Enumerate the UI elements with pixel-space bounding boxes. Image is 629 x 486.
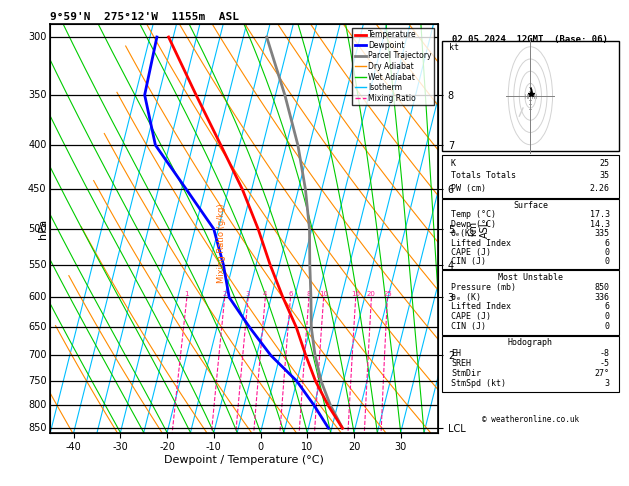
Text: StmSpd (kt): StmSpd (kt)	[451, 379, 506, 388]
Text: Dewp (°C): Dewp (°C)	[451, 220, 496, 229]
Text: 25: 25	[383, 291, 392, 297]
Text: Lifted Index: Lifted Index	[451, 302, 511, 312]
Text: EH: EH	[451, 348, 461, 358]
Text: 0: 0	[605, 248, 610, 257]
Text: K: K	[451, 159, 456, 168]
Text: 02.05.2024  12GMT  (Base: 06): 02.05.2024 12GMT (Base: 06)	[452, 35, 608, 44]
Y-axis label: hPa: hPa	[38, 218, 48, 239]
Text: 27°: 27°	[595, 369, 610, 378]
Text: CAPE (J): CAPE (J)	[451, 248, 491, 257]
Text: 0: 0	[605, 312, 610, 321]
Text: 500: 500	[28, 224, 47, 234]
Text: CIN (J): CIN (J)	[451, 322, 486, 331]
Text: CIN (J): CIN (J)	[451, 257, 486, 266]
Text: -8: -8	[600, 348, 610, 358]
Text: 17.3: 17.3	[590, 210, 610, 220]
Text: 300: 300	[28, 32, 47, 42]
Text: PW (cm): PW (cm)	[451, 184, 486, 192]
Text: 700: 700	[28, 350, 47, 360]
FancyBboxPatch shape	[442, 155, 619, 198]
Text: 35: 35	[600, 171, 610, 180]
Text: 0: 0	[605, 257, 610, 266]
Text: kt: kt	[449, 43, 459, 52]
Text: θₑ(K): θₑ(K)	[451, 229, 476, 238]
Text: 850: 850	[595, 283, 610, 292]
X-axis label: Dewpoint / Temperature (°C): Dewpoint / Temperature (°C)	[164, 455, 324, 465]
Text: 6: 6	[605, 302, 610, 312]
Text: 0: 0	[605, 322, 610, 331]
Text: Lifted Index: Lifted Index	[451, 239, 511, 247]
Text: Temp (°C): Temp (°C)	[451, 210, 496, 220]
Text: 800: 800	[28, 400, 47, 410]
FancyBboxPatch shape	[442, 199, 619, 269]
Text: θₑ (K): θₑ (K)	[451, 293, 481, 302]
Legend: Temperature, Dewpoint, Parcel Trajectory, Dry Adiabat, Wet Adiabat, Isotherm, Mi: Temperature, Dewpoint, Parcel Trajectory…	[352, 28, 434, 105]
Text: © weatheronline.co.uk: © weatheronline.co.uk	[482, 416, 579, 424]
Text: 450: 450	[28, 184, 47, 194]
Text: 600: 600	[28, 293, 47, 302]
Text: Mixing Ratio (g/kg): Mixing Ratio (g/kg)	[217, 203, 226, 283]
Text: 550: 550	[28, 260, 47, 270]
Y-axis label: km
ASL: km ASL	[469, 219, 490, 238]
Text: Pressure (mb): Pressure (mb)	[451, 283, 516, 292]
FancyBboxPatch shape	[442, 41, 619, 151]
Text: -5: -5	[600, 359, 610, 368]
Text: 6: 6	[605, 239, 610, 247]
Text: 2: 2	[223, 291, 227, 297]
Text: 350: 350	[28, 90, 47, 100]
Text: 400: 400	[28, 140, 47, 150]
Text: CAPE (J): CAPE (J)	[451, 312, 491, 321]
Text: SREH: SREH	[451, 359, 471, 368]
Text: StmDir: StmDir	[451, 369, 481, 378]
Text: 650: 650	[28, 322, 47, 332]
Text: 1: 1	[185, 291, 189, 297]
Text: 10: 10	[319, 291, 328, 297]
Text: Surface: Surface	[513, 201, 548, 210]
Text: 4: 4	[263, 291, 267, 297]
Text: 750: 750	[28, 376, 47, 386]
Text: 3: 3	[605, 379, 610, 388]
Text: 335: 335	[595, 229, 610, 238]
Text: 3: 3	[246, 291, 250, 297]
Text: 2.26: 2.26	[590, 184, 610, 192]
Text: 9°59'N  275°12'W  1155m  ASL: 9°59'N 275°12'W 1155m ASL	[50, 12, 239, 22]
Text: 850: 850	[28, 423, 47, 433]
Text: Totals Totals: Totals Totals	[451, 171, 516, 180]
Text: 20: 20	[367, 291, 376, 297]
FancyBboxPatch shape	[442, 271, 619, 334]
Text: Most Unstable: Most Unstable	[498, 273, 563, 282]
Text: 6: 6	[288, 291, 292, 297]
Text: 25: 25	[600, 159, 610, 168]
Text: 8: 8	[307, 291, 311, 297]
Text: 336: 336	[595, 293, 610, 302]
FancyBboxPatch shape	[442, 336, 619, 392]
Text: 16: 16	[351, 291, 360, 297]
Text: 14.3: 14.3	[590, 220, 610, 229]
Text: Hodograph: Hodograph	[508, 338, 553, 347]
